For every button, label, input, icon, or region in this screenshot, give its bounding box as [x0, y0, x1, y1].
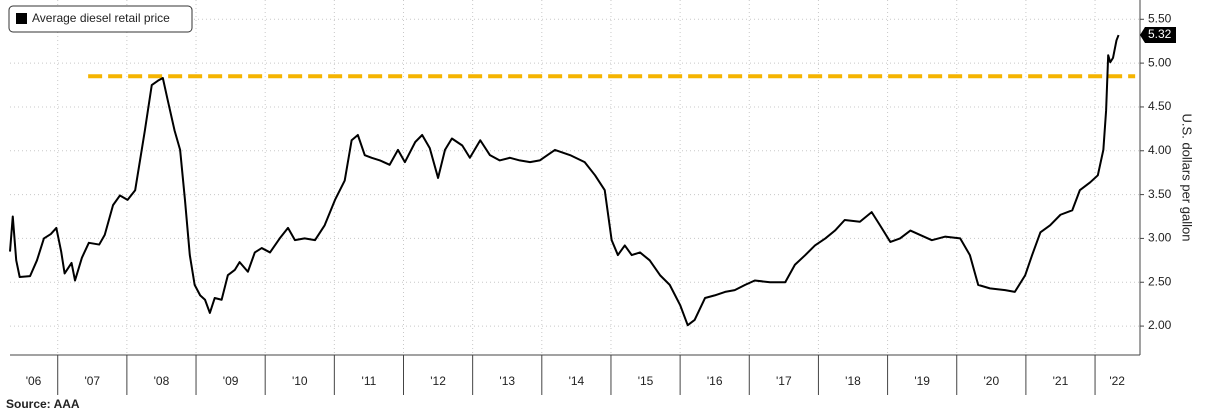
x-tick-label: '11 — [362, 374, 377, 388]
legend-swatch — [16, 13, 27, 24]
last-value-tag — [1140, 27, 1176, 44]
data-line — [9, 34, 1120, 327]
legend-label: Average diesel retail price — [32, 11, 170, 25]
legend-box — [8, 5, 193, 33]
x-tick-label: '09 — [223, 374, 239, 388]
y-tick-label: 2.50 — [1148, 274, 1172, 288]
x-tick-label: '21 — [1053, 374, 1069, 388]
last-value-label: 5.32 — [1148, 27, 1172, 41]
source-note: Source: AAA — [6, 397, 80, 411]
x-tick-label: '06 — [26, 374, 42, 388]
x-tick-label: '08 — [154, 374, 170, 388]
x-tick-label: '15 — [638, 374, 654, 388]
y-tick-label: 4.00 — [1148, 143, 1172, 157]
y-tick-label: 5.50 — [1148, 11, 1172, 25]
x-tick-label: '07 — [84, 374, 100, 388]
y-axis-title: U.S. dollars per gallon — [1180, 114, 1195, 242]
y-tick-label: 3.50 — [1148, 187, 1172, 201]
y-tick-label: 2.00 — [1148, 318, 1172, 332]
y-tick-label: 5.00 — [1148, 55, 1172, 69]
x-tick-label: '13 — [499, 374, 515, 388]
x-tick-label: '17 — [776, 374, 792, 388]
x-tick-label: '12 — [430, 374, 446, 388]
y-tick-label: 4.50 — [1148, 99, 1172, 113]
x-tick-label: '14 — [569, 374, 585, 388]
y-tick-label: 3.00 — [1148, 231, 1172, 245]
x-tick-label: '20 — [983, 374, 999, 388]
x-tick-label: '18 — [845, 374, 861, 388]
legend: Average diesel retail price — [8, 5, 193, 33]
x-tick-label: '22 — [1109, 374, 1125, 388]
x-tick-label: '10 — [292, 374, 308, 388]
x-tick-label: '16 — [707, 374, 723, 388]
x-tick-label: '19 — [914, 374, 930, 388]
